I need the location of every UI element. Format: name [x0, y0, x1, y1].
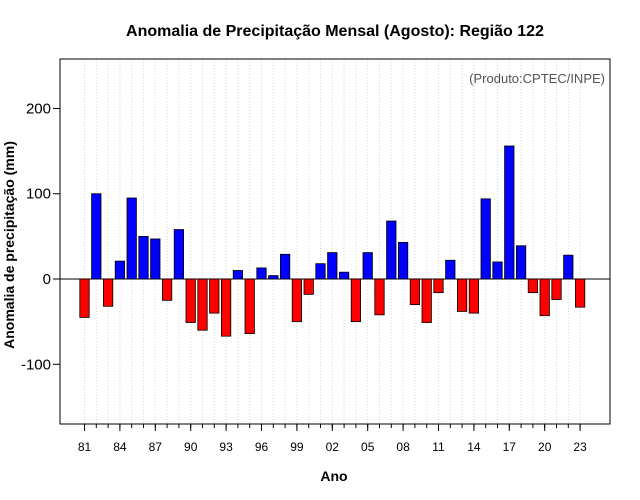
grid: [84, 59, 581, 424]
bar-2015: [480, 198, 491, 280]
source-annotation: (Produto:CPTEC/INPE): [469, 71, 605, 86]
bar-2003: [338, 271, 350, 280]
bar-2009: [409, 278, 421, 306]
bar-1995: [244, 278, 255, 335]
x-tick-label: 84: [113, 440, 127, 454]
y-axis: -100 0 100 200: [21, 100, 60, 373]
bar-1992: [209, 278, 220, 314]
bar-2008: [397, 241, 409, 280]
bar-1983: [103, 278, 114, 307]
bar-1997: [268, 275, 279, 280]
bar-2020: [539, 278, 550, 317]
y-tick-label: 0: [43, 271, 51, 288]
bar-2021: [551, 278, 562, 300]
bar-2005: [362, 252, 373, 280]
bar-2012: [445, 259, 456, 280]
x-tick-label: 81: [78, 440, 92, 454]
y-axis-title: Anomalia de precipitação (mm): [1, 141, 17, 349]
bar-1989: [173, 229, 184, 280]
bar-1984: [114, 260, 125, 280]
x-tick-label: 90: [184, 440, 198, 454]
bar-1994: [232, 270, 243, 280]
chart-title: Anomalia de Precipitação Mensal (Agosto)…: [126, 23, 544, 40]
bar-2018: [516, 245, 527, 280]
x-tick-label: 17: [503, 440, 517, 454]
x-tick-label: 14: [467, 440, 481, 454]
bar-2000: [303, 278, 314, 295]
bar-1981: [79, 278, 90, 318]
bar-2019: [527, 278, 539, 294]
bar-1993: [220, 278, 232, 337]
bar-1996: [256, 267, 267, 280]
x-tick-label: 93: [219, 440, 233, 454]
x-tick-label: 99: [290, 440, 304, 454]
x-tick-label: 20: [538, 440, 552, 454]
bar-1982: [91, 193, 102, 280]
x-tick-label: 02: [326, 440, 340, 454]
x-tick-label: 87: [149, 440, 163, 454]
bar-1991: [197, 278, 208, 331]
bar-2002: [327, 252, 338, 280]
bar-1998: [279, 253, 291, 280]
bar-1988: [161, 278, 173, 301]
bar-2022: [563, 254, 574, 280]
bar-2004: [350, 278, 362, 323]
x-tick-label: 11: [432, 440, 445, 454]
y-tick-label: 200: [26, 100, 51, 117]
x-tick-label: 96: [255, 440, 269, 454]
bar-1986: [138, 235, 149, 280]
x-tick-label: 05: [361, 440, 375, 454]
bar-2007: [386, 220, 397, 280]
bar-1999: [291, 278, 303, 323]
bar-2023: [575, 278, 586, 308]
plot-frame: [59, 58, 611, 425]
y-tick-label: -100: [21, 356, 51, 373]
x-tick-label: 08: [396, 440, 410, 454]
x-axis: 81 84 87 90 93 96 99 02 05 08 11 14 17 20 23: [78, 424, 587, 454]
bar-2014: [468, 278, 480, 314]
bar-2016: [492, 261, 503, 280]
bar-2010: [421, 278, 432, 323]
bar-2013: [456, 278, 468, 312]
bar-2011: [433, 278, 444, 294]
bars: [79, 145, 586, 337]
x-tick-label: 23: [573, 440, 587, 454]
y-tick-label: 100: [26, 186, 51, 203]
bar-2017: [504, 145, 515, 280]
x-axis-title: Ano: [320, 468, 347, 484]
bar-2006: [374, 278, 385, 316]
bar-1985: [126, 197, 137, 280]
bar-2001: [315, 263, 326, 280]
bar-1987: [150, 238, 161, 280]
bar-1990: [185, 278, 196, 323]
